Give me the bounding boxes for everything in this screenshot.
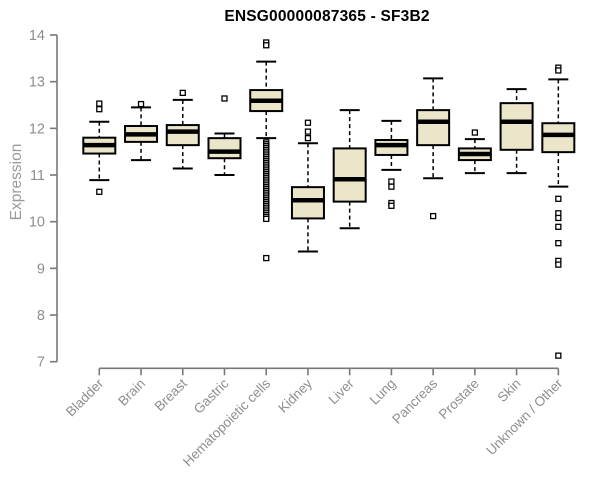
outlier-point	[179, 89, 186, 97]
y-tick-label: 12	[29, 121, 45, 137]
box-group-hematopoietic-cells	[249, 39, 284, 262]
outlier-point	[388, 178, 395, 185]
y-tick-label: 11	[30, 168, 45, 184]
iqr-box	[499, 102, 534, 151]
outlier-point	[555, 214, 562, 222]
iqr-box	[165, 124, 200, 147]
box-group-unknown-other	[541, 64, 576, 359]
box-group-brain	[124, 100, 159, 162]
y-tick-label: 7	[37, 355, 45, 371]
outlier-point	[555, 352, 562, 359]
iqr-box	[374, 139, 409, 156]
x-category-label: Pancreas	[389, 376, 440, 427]
outlier-point	[555, 195, 562, 202]
chart-title: ENSG00000087365 - SF3B2	[224, 8, 430, 25]
outlier-point	[137, 100, 145, 108]
outlier-point	[96, 100, 103, 107]
outlier-point	[263, 215, 270, 223]
x-category-label: Skin	[495, 376, 524, 405]
outlier-point	[388, 183, 395, 190]
x-category-label: Brain	[115, 376, 148, 409]
iqr-box	[416, 109, 451, 147]
y-tick-label: 8	[37, 308, 45, 324]
outlier-point	[96, 106, 103, 113]
outlier-point	[555, 67, 562, 74]
outlier-point	[96, 188, 103, 195]
box-group-kidney	[290, 119, 325, 253]
x-category-label: Gastric	[191, 376, 232, 417]
x-category-label: Liver	[326, 375, 358, 407]
outlier-point	[304, 128, 312, 135]
outlier-point	[304, 119, 312, 126]
x-category-label: Unknown / Other	[483, 375, 566, 458]
outlier-point	[555, 240, 562, 247]
iqr-box	[290, 186, 325, 220]
y-tick-label: 13	[29, 75, 45, 91]
outlier-point	[555, 261, 562, 268]
y-tick-label: 10	[29, 215, 45, 231]
box-group-liver	[332, 109, 367, 230]
iqr-box	[207, 137, 242, 160]
outlier-point	[471, 129, 479, 136]
outlier-point	[555, 223, 562, 230]
outlier-point	[263, 42, 270, 49]
box-group-lung	[374, 119, 409, 209]
iqr-box	[332, 147, 367, 203]
y-tick-label: 9	[37, 261, 45, 277]
x-category-label: Bladder	[63, 375, 107, 419]
outlier-point	[263, 254, 270, 262]
x-category-label: Breast	[152, 376, 190, 414]
x-category-label: Prostate	[436, 376, 482, 422]
outlier-point	[221, 95, 228, 102]
box-group-breast	[165, 89, 200, 170]
box-group-gastric	[207, 95, 242, 177]
box-group-skin	[499, 88, 534, 175]
y-tick-label: 14	[29, 28, 45, 44]
box-group-pancreas	[416, 77, 451, 220]
x-category-label: Kidney	[275, 376, 315, 416]
outlier-point	[304, 134, 312, 142]
box-group-bladder	[82, 100, 117, 195]
box-group-prostate	[457, 129, 492, 175]
iqr-box	[541, 122, 576, 154]
x-category-label: Lung	[367, 376, 399, 408]
outlier-point	[388, 202, 395, 209]
outlier-point	[429, 212, 437, 220]
